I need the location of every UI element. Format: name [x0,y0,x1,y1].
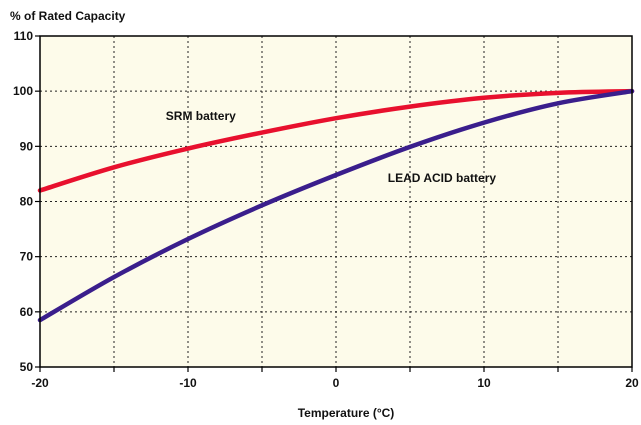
series-labels: SRM battery LEAD ACID battery [166,109,497,185]
x-tick-label: -10 [179,376,197,390]
series-layer [37,88,635,323]
x-axis-title: Temperature (°C) [298,406,395,420]
y-tick-label: 70 [20,250,34,264]
ticks: -20 -10 0 10 20 50 60 70 80 90 100 110 [13,29,639,390]
grid [40,36,632,367]
y-tick-label: 50 [20,360,34,374]
x-tick-label: -20 [31,376,49,390]
y-tick-label: 110 [14,29,34,43]
series-line-0 [37,88,635,193]
y-axis-title: % of Rated Capacity [10,9,126,23]
series-line-1 [37,88,635,323]
y-tick-label: 100 [13,84,33,98]
x-tick-label: 20 [625,376,639,390]
y-tick-label: 60 [20,305,34,319]
x-tick-label: 10 [477,376,491,390]
x-tick-label: 0 [333,376,340,390]
y-tick-label: 90 [20,139,34,153]
series-label-1: LEAD ACID battery [388,171,497,185]
series-label-0: SRM battery [166,109,236,123]
y-tick-label: 80 [20,195,34,209]
